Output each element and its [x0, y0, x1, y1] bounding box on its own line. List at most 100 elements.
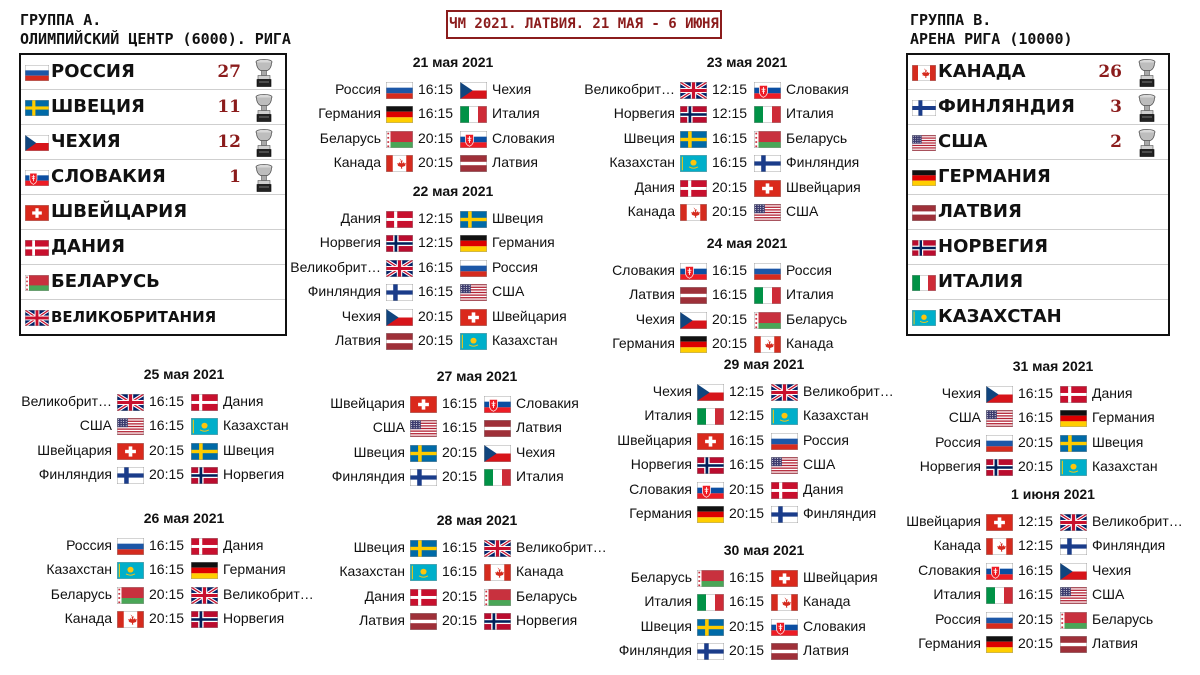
flag-ca-icon: [771, 594, 798, 612]
away-team: Дания: [803, 480, 844, 497]
away-team: Словакия: [492, 129, 555, 146]
flag-ca-icon: [484, 564, 511, 582]
match-time: 16:15: [418, 81, 454, 97]
flag-lv-icon: [484, 420, 511, 438]
away-team: Россия: [786, 262, 832, 278]
match-time: 16:15: [729, 593, 765, 610]
title-count: 12: [217, 132, 241, 152]
team-name: НОРВЕГИЯ: [938, 236, 1048, 257]
flag-no-icon: [697, 457, 724, 475]
match-time: 20:15: [149, 585, 185, 602]
flag-us-icon: [1060, 587, 1087, 605]
match-row: Словакия 16:15 Россия: [597, 260, 897, 280]
flag-no-icon: [986, 459, 1013, 477]
flag-se-icon: [410, 540, 437, 557]
flag-ru-icon: [771, 432, 798, 450]
match-row: Россия 20:15 Беларусь: [903, 609, 1200, 629]
away-team: Швейцария: [786, 178, 861, 195]
match-day: 29 мая 2021 Чехия 12:15 Великобрит… Италия 12…: [614, 356, 914, 527]
trophy-icon: [253, 93, 275, 123]
group-team-row: КАНАДА 26: [908, 55, 1168, 90]
flag-us-icon: [410, 420, 437, 438]
match-row: Германия 20:15 Латвия: [903, 633, 1200, 653]
away-team: Казахстан: [223, 417, 289, 434]
group-team-row: БЕЛАРУСЬ: [21, 265, 285, 300]
flag-de-icon: [191, 562, 218, 580]
home-team: Россия: [935, 610, 981, 627]
group-team-row: СЛОВАКИЯ 1: [21, 160, 285, 195]
away-team: Казахстан: [803, 407, 869, 424]
home-team: Великобрит…: [290, 258, 381, 275]
match-row: Чехия 12:15 Великобрит…: [614, 381, 914, 401]
flag-ca-icon: [386, 155, 413, 173]
flag-ru-icon: [117, 538, 144, 555]
home-team: США: [372, 419, 405, 436]
match-day: 27 мая 2021 Швейцария 16:15 Словакия США 16:1…: [327, 368, 627, 491]
away-team: Италия: [786, 105, 834, 122]
match-row: США 16:15 Казахстан: [34, 415, 334, 436]
match-time: 20:15: [442, 443, 478, 460]
flag-fi-icon: [117, 467, 144, 485]
home-team: Германия: [318, 105, 381, 122]
away-team: Италия: [786, 286, 834, 303]
flag-us-icon: [117, 418, 144, 436]
team-name: ЧЕХИЯ: [51, 131, 121, 152]
trophy-icon: [1136, 128, 1158, 158]
match-time: 20:15: [729, 505, 765, 521]
home-team: Италия: [644, 407, 692, 424]
group-team-row: ШВЕЙЦАРИЯ: [21, 195, 285, 230]
flag-kz-icon: [410, 564, 437, 582]
home-team: Латвия: [629, 286, 675, 303]
away-team: Дания: [223, 393, 264, 409]
group-team-row: ФИНЛЯНДИЯ 3: [908, 90, 1168, 125]
home-team: Швеция: [353, 539, 405, 555]
flag-se-icon: [697, 618, 724, 636]
match-row: Германия 16:15 Италия: [303, 103, 603, 124]
match-row: Дания 12:15 Швеция: [303, 208, 603, 228]
away-team: Канада: [786, 335, 834, 352]
home-team: Швейцария: [906, 513, 981, 529]
flag-dk-icon: [191, 394, 218, 411]
flag-kz-icon: [191, 418, 218, 436]
flag-fi-icon: [386, 284, 413, 302]
home-team: Финляндия: [331, 468, 405, 485]
home-team: Беларусь: [50, 585, 112, 602]
flag-kz-icon: [1060, 459, 1087, 477]
home-team: Канада: [333, 154, 381, 171]
match-day: 23 мая 2021 Великобрит… 12:15 Словакия Норве…: [584, 54, 897, 225]
flag-no-icon: [386, 235, 413, 253]
group-a-table: РОССИЯ 27 ШВЕЦИЯ 11 ЧЕХИЯ 12 СЛОВАКИЯ 1 ШВЕЙ…: [19, 53, 287, 336]
team-name: СЛОВАКИЯ: [51, 166, 166, 187]
away-team: Дания: [1092, 385, 1133, 401]
group-team-row: США 2: [908, 125, 1168, 160]
match-row: Чехия 20:15 Швейцария: [303, 306, 603, 326]
flag-ru-icon: [25, 65, 49, 81]
match-day-date: 31 мая 2021: [1012, 358, 1094, 374]
match-time: 16:15: [1018, 409, 1054, 426]
match-time: 20:15: [442, 587, 478, 604]
match-time: 16:15: [442, 539, 478, 555]
away-team: Швеция: [223, 441, 275, 458]
away-team: Германия: [492, 234, 555, 251]
flag-by-icon: [754, 311, 781, 329]
flag-ca-icon: [986, 538, 1013, 556]
home-team: Канада: [64, 610, 112, 627]
away-team: Финляндия: [1092, 537, 1166, 554]
home-team: Италия: [933, 586, 981, 603]
flag-ca-icon: [912, 65, 936, 81]
team-name: ФИНЛЯНДИЯ: [938, 96, 1075, 117]
flag-lv-icon: [680, 287, 707, 305]
flag-us-icon: [912, 135, 936, 151]
away-team: Словакия: [803, 617, 866, 634]
flag-us-icon: [460, 284, 487, 302]
flag-cz-icon: [484, 444, 511, 462]
flag-gb-icon: [680, 82, 707, 99]
team-name: ДАНИЯ: [51, 236, 125, 257]
flag-by-icon: [25, 275, 49, 291]
flag-dk-icon: [1060, 386, 1087, 403]
away-team: Норвегия: [223, 466, 285, 483]
match-row: Швеция 16:15 Беларусь: [597, 128, 897, 148]
match-time: 16:15: [1018, 385, 1054, 401]
home-team: Финляндия: [618, 642, 692, 659]
flag-de-icon: [680, 336, 707, 354]
